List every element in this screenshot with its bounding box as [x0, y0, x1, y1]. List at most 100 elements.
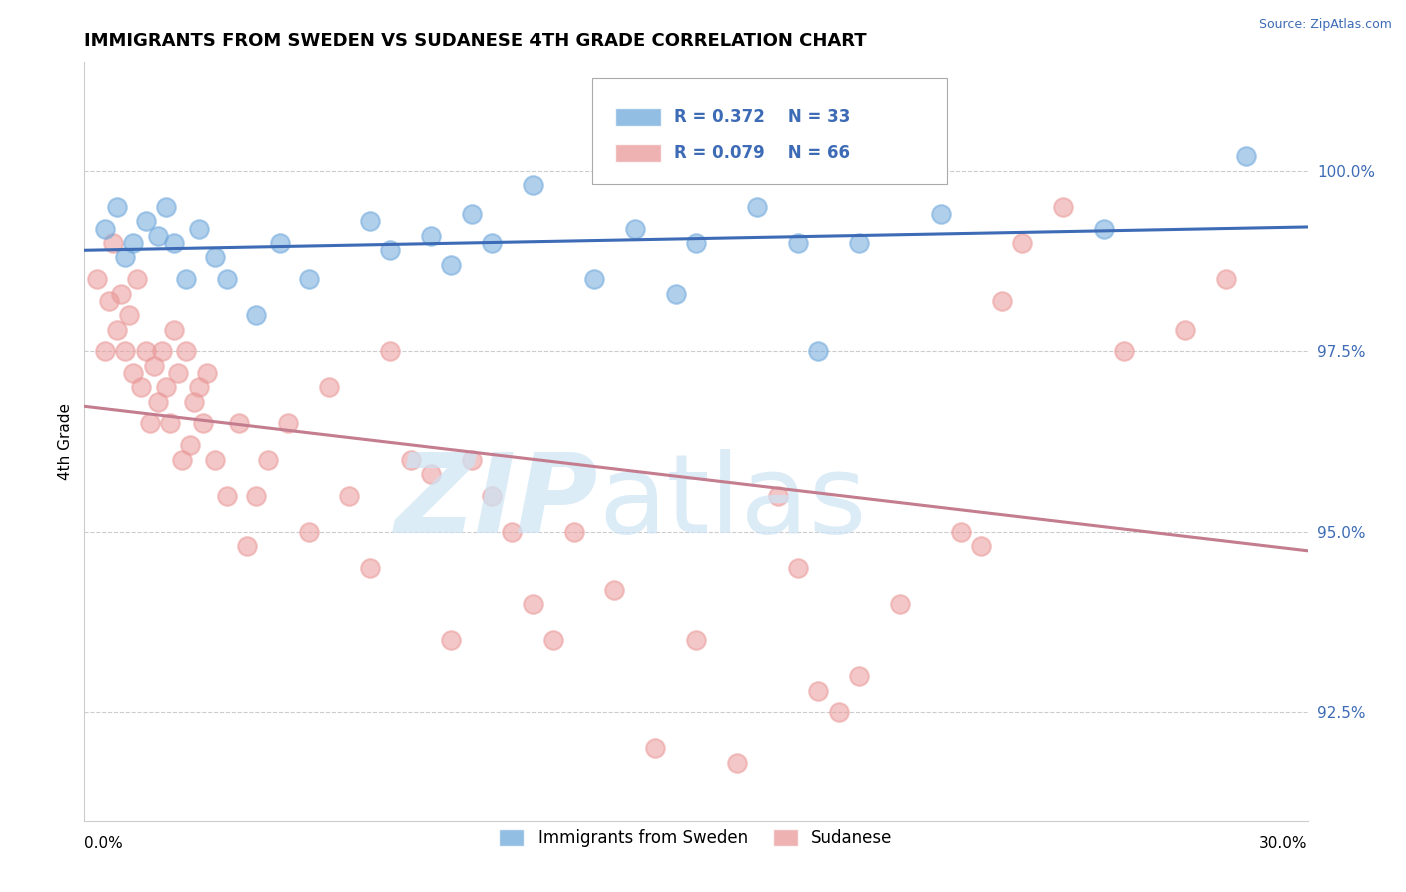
- Point: [172, 452, 194, 467]
- Point: [929, 207, 952, 221]
- Point: [277, 417, 299, 431]
- Point: [950, 524, 973, 539]
- Point: [725, 756, 748, 770]
- Point: [138, 417, 160, 431]
- Point: [399, 452, 422, 467]
- Point: [420, 228, 443, 243]
- Point: [163, 323, 186, 337]
- Point: [1174, 323, 1197, 337]
- Point: [298, 524, 321, 539]
- Point: [359, 214, 381, 228]
- Text: ZIP: ZIP: [395, 449, 598, 556]
- Point: [1011, 235, 1033, 250]
- Point: [105, 323, 128, 337]
- FancyBboxPatch shape: [592, 78, 946, 184]
- Point: [122, 366, 145, 380]
- Point: [502, 524, 524, 539]
- Legend: Immigrants from Sweden, Sudanese: Immigrants from Sweden, Sudanese: [492, 822, 900, 854]
- Point: [269, 235, 291, 250]
- Point: [318, 380, 340, 394]
- Point: [118, 308, 141, 322]
- Text: R = 0.372    N = 33: R = 0.372 N = 33: [675, 108, 851, 126]
- Point: [163, 235, 186, 250]
- Point: [146, 394, 169, 409]
- Point: [97, 293, 120, 308]
- Point: [114, 344, 136, 359]
- Point: [665, 286, 688, 301]
- Point: [236, 539, 259, 553]
- Point: [174, 272, 197, 286]
- Point: [217, 272, 239, 286]
- Point: [522, 178, 544, 193]
- Point: [245, 489, 267, 503]
- Point: [217, 489, 239, 503]
- Point: [86, 272, 108, 286]
- Point: [440, 633, 463, 648]
- Point: [135, 214, 157, 228]
- Point: [245, 308, 267, 322]
- Point: [359, 561, 381, 575]
- Point: [787, 235, 810, 250]
- Point: [174, 344, 197, 359]
- Point: [114, 251, 136, 265]
- Point: [624, 221, 647, 235]
- Text: IMMIGRANTS FROM SWEDEN VS SUDANESE 4TH GRADE CORRELATION CHART: IMMIGRANTS FROM SWEDEN VS SUDANESE 4TH G…: [84, 32, 868, 50]
- Point: [146, 228, 169, 243]
- Point: [101, 235, 124, 250]
- Text: 0.0%: 0.0%: [84, 836, 124, 851]
- Point: [583, 272, 606, 286]
- FancyBboxPatch shape: [616, 108, 661, 126]
- Point: [481, 489, 503, 503]
- Point: [380, 344, 402, 359]
- Point: [685, 235, 707, 250]
- Point: [135, 344, 157, 359]
- Point: [380, 243, 402, 257]
- Point: [191, 417, 214, 431]
- Point: [828, 706, 851, 720]
- Point: [420, 467, 443, 481]
- Point: [155, 380, 177, 394]
- Point: [970, 539, 993, 553]
- Text: Source: ZipAtlas.com: Source: ZipAtlas.com: [1258, 18, 1392, 31]
- Point: [1215, 272, 1237, 286]
- Point: [461, 207, 484, 221]
- Point: [179, 438, 201, 452]
- Point: [204, 452, 226, 467]
- Point: [522, 597, 544, 611]
- Point: [187, 380, 209, 394]
- FancyBboxPatch shape: [616, 144, 661, 161]
- Text: 30.0%: 30.0%: [1260, 836, 1308, 851]
- Point: [747, 200, 769, 214]
- Point: [150, 344, 173, 359]
- Text: atlas: atlas: [598, 449, 866, 556]
- Point: [848, 235, 870, 250]
- Point: [167, 366, 190, 380]
- Point: [461, 452, 484, 467]
- Point: [159, 417, 181, 431]
- Point: [110, 286, 132, 301]
- Point: [848, 669, 870, 683]
- Point: [440, 258, 463, 272]
- Point: [991, 293, 1014, 308]
- Point: [807, 683, 830, 698]
- Point: [257, 452, 280, 467]
- Point: [127, 272, 149, 286]
- Point: [204, 251, 226, 265]
- Point: [93, 344, 115, 359]
- Point: [183, 394, 205, 409]
- Point: [187, 221, 209, 235]
- Text: R = 0.079    N = 66: R = 0.079 N = 66: [675, 144, 851, 161]
- Point: [155, 200, 177, 214]
- Point: [1092, 221, 1115, 235]
- Point: [131, 380, 153, 394]
- Point: [766, 489, 789, 503]
- Point: [1236, 149, 1258, 163]
- Point: [787, 561, 810, 575]
- Point: [122, 235, 145, 250]
- Point: [889, 597, 911, 611]
- Point: [807, 344, 830, 359]
- Point: [543, 633, 565, 648]
- Point: [481, 235, 503, 250]
- Point: [685, 633, 707, 648]
- Point: [339, 489, 361, 503]
